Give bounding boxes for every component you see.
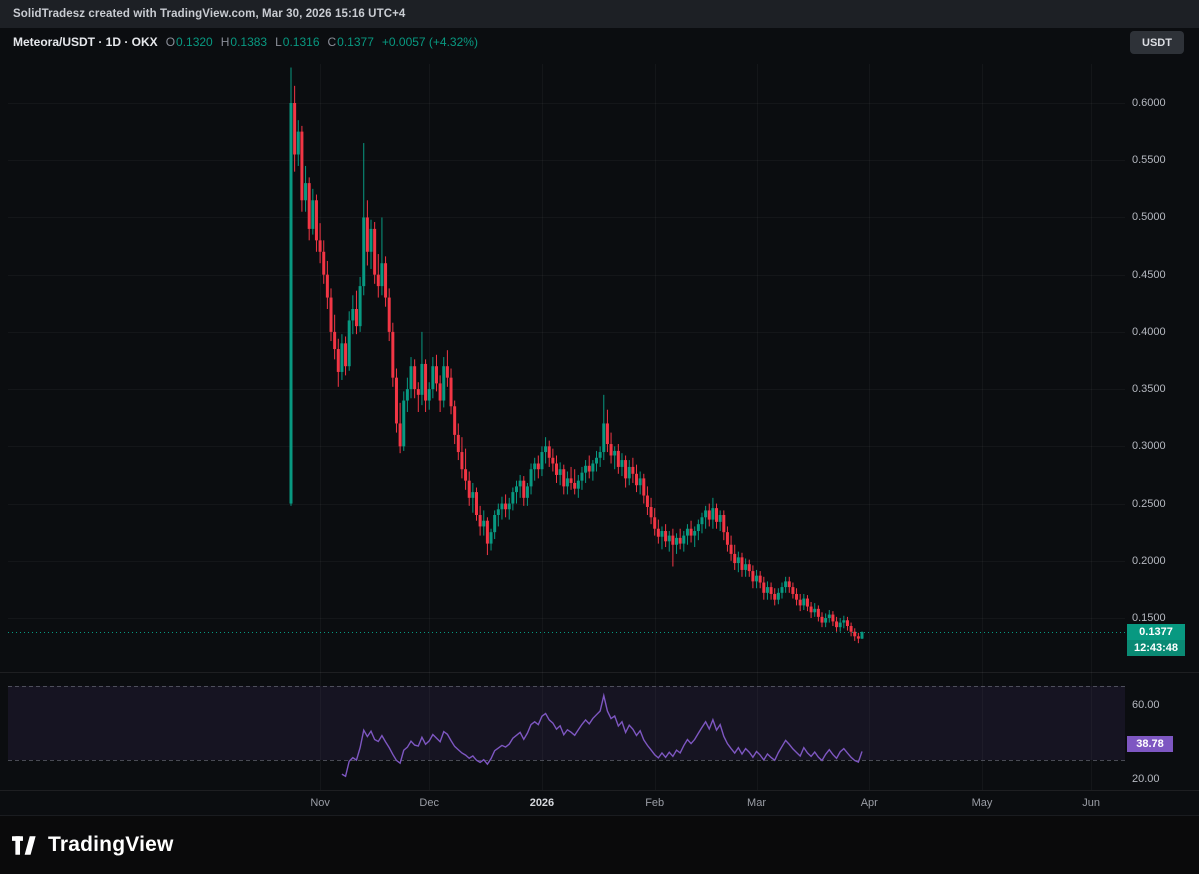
ohlc-high: H 0.1383 — [220, 35, 268, 49]
bar-countdown-timer: 12:43:48 — [1127, 640, 1185, 656]
ohlc-close: C 0.1377 — [327, 35, 374, 49]
price-chart-canvas[interactable] — [0, 28, 1199, 815]
time-axis[interactable] — [0, 790, 1125, 815]
attribution-bar: SolidTradesz created with TradingView.co… — [0, 0, 1199, 28]
last-price-value: 0.1377 — [1127, 624, 1185, 640]
symbol-header: Meteora/USDT · 1D · OKX O 0.1320 H 0.138… — [13, 35, 478, 49]
price-change: +0.0057 (+4.32%) — [381, 35, 478, 49]
last-price-badge: 0.1377 12:43:48 — [1127, 624, 1185, 656]
tradingview-logo-icon[interactable] — [12, 835, 39, 855]
ohlc-low: L 0.1316 — [275, 35, 320, 49]
attribution-text: SolidTradesz created with TradingView.co… — [13, 8, 406, 20]
ohlc-open: O 0.1320 — [165, 35, 213, 49]
price-axis[interactable] — [1125, 28, 1199, 790]
symbol-title: Meteora/USDT · 1D · OKX — [13, 35, 158, 49]
footer-bar: TradingView — [0, 815, 1199, 874]
currency-toggle-button[interactable]: USDT — [1130, 31, 1184, 54]
rsi-value-badge: 38.78 — [1127, 736, 1173, 752]
tradingview-wordmark[interactable]: TradingView — [48, 833, 174, 856]
